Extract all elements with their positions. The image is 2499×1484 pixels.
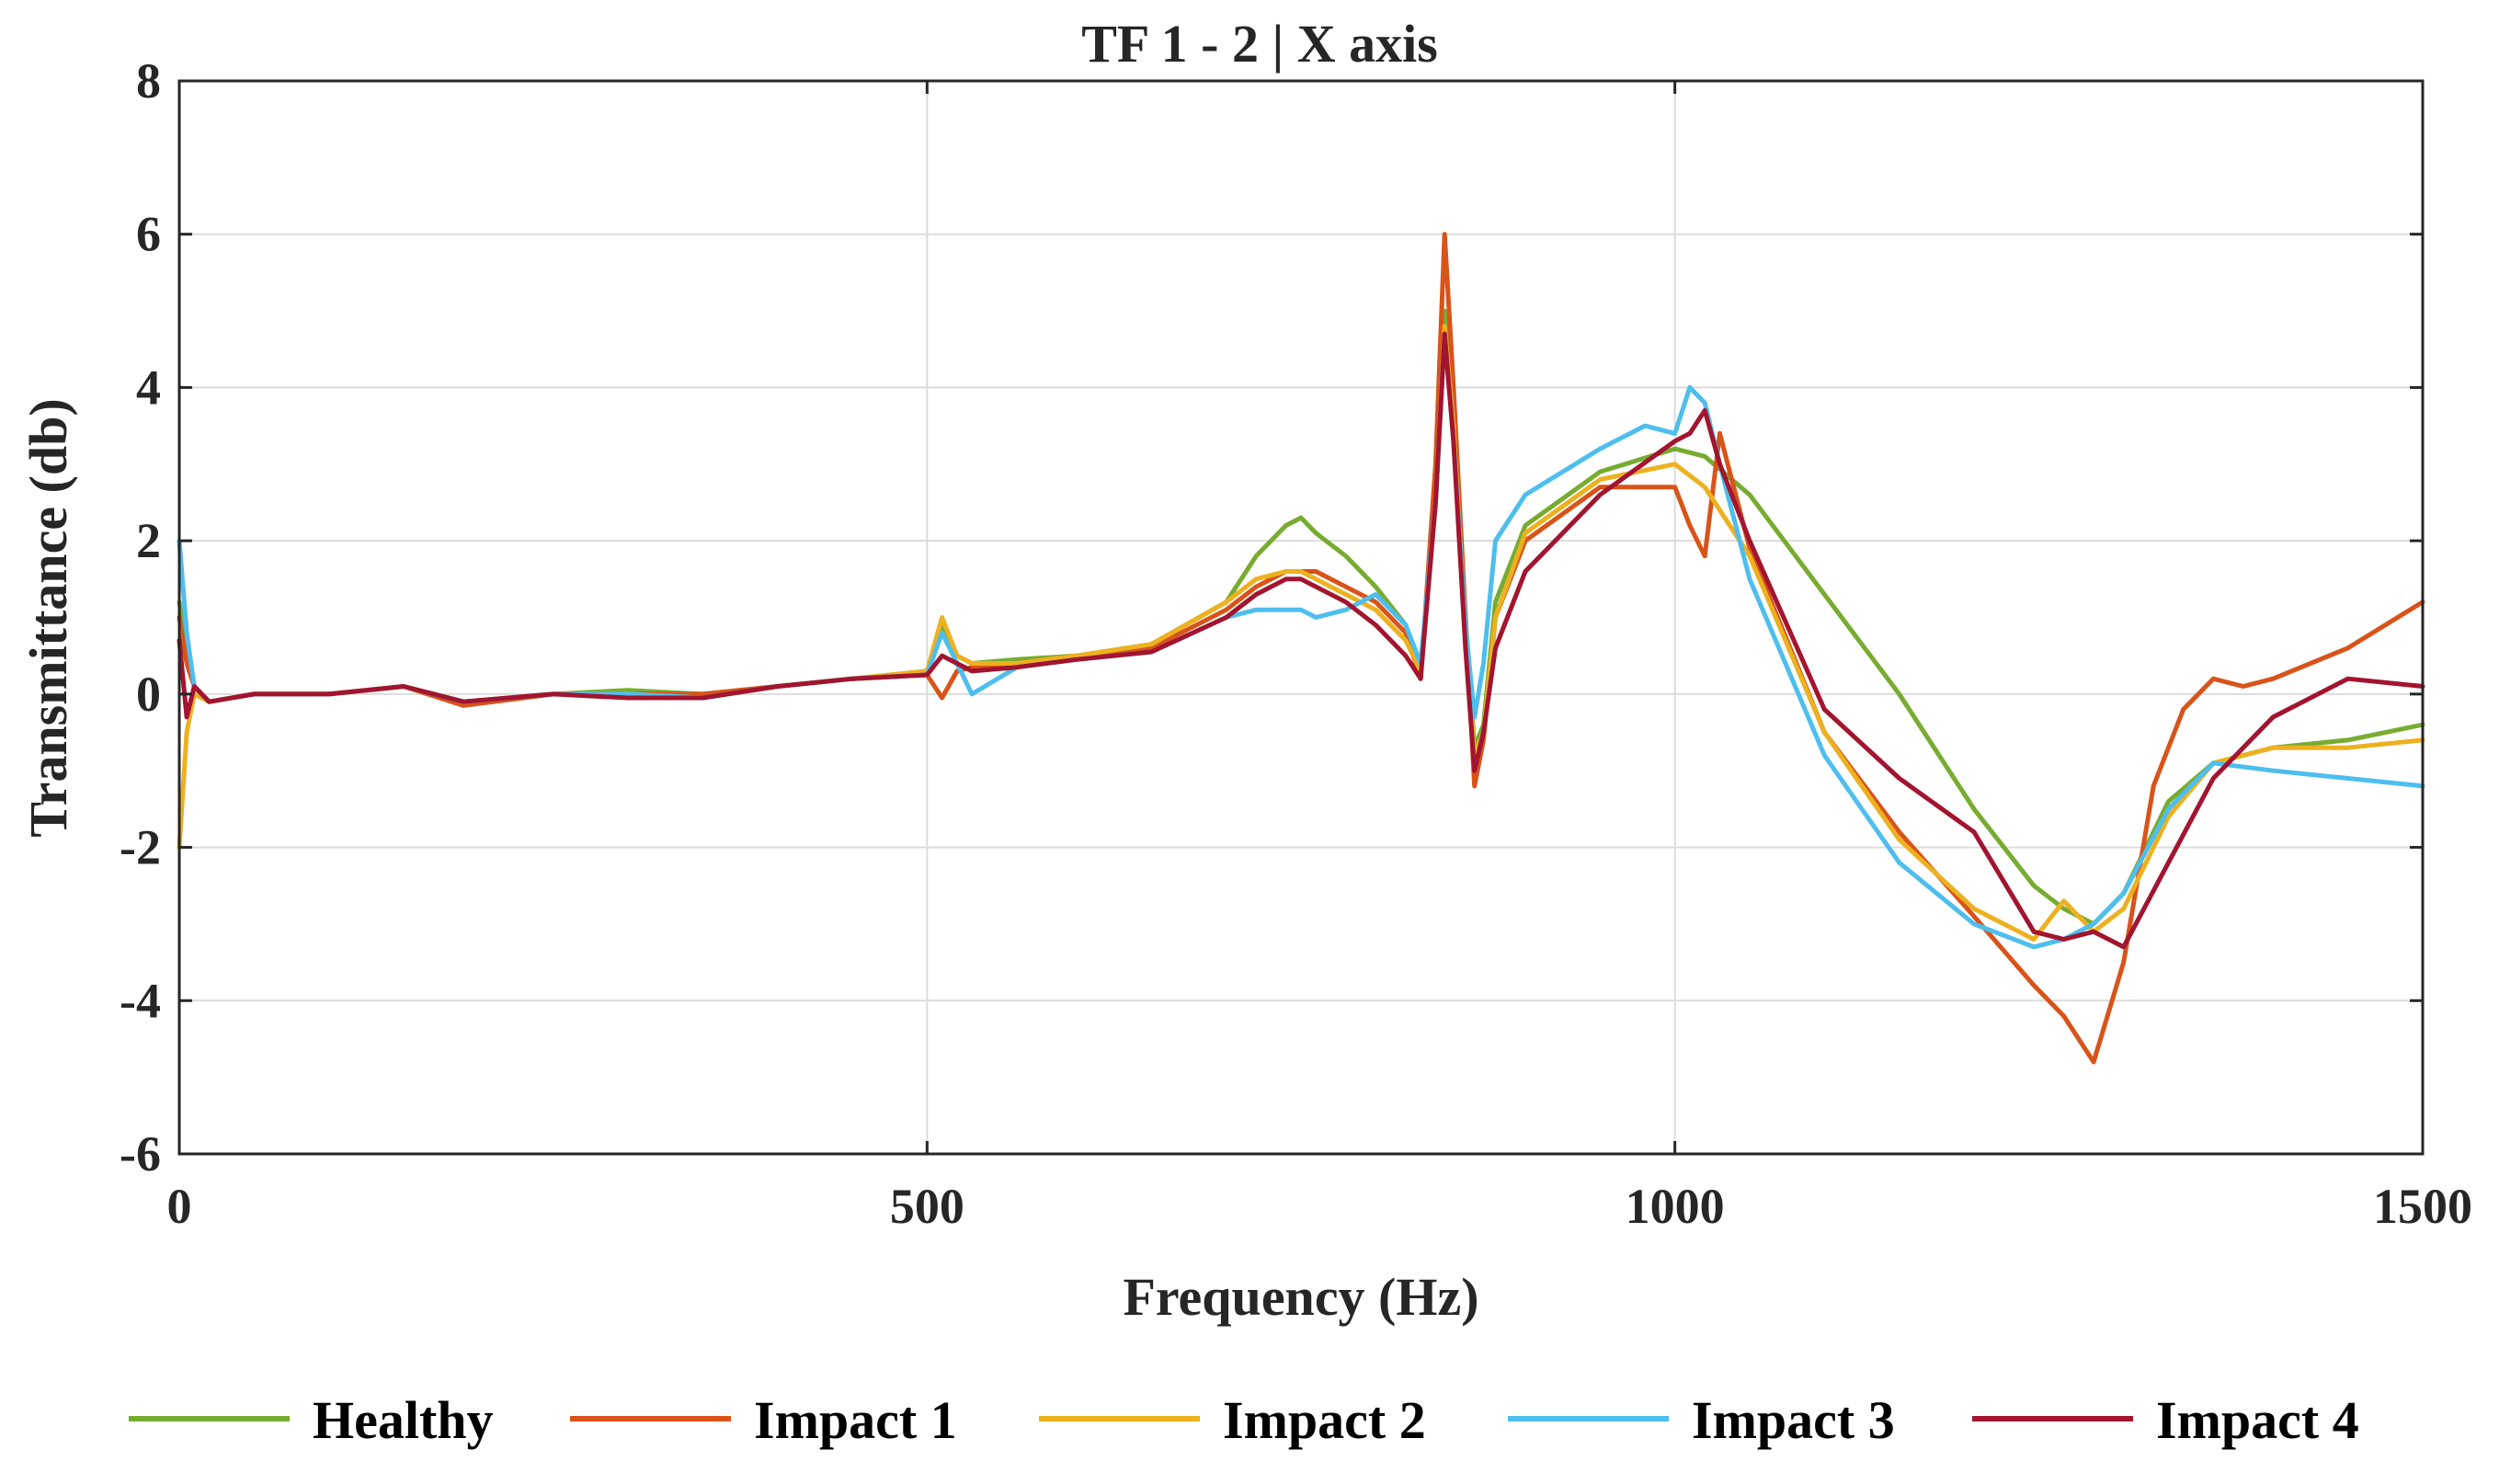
plot-area <box>177 232 2425 1065</box>
series-line-impact-1 <box>177 232 2425 1065</box>
x-tick-label: 1000 <box>1626 1179 1725 1234</box>
series-line-impact-4 <box>177 331 2425 950</box>
chart-title: TF 1 - 2 | X axis <box>1081 14 1438 74</box>
legend-label-healthy: Healthy <box>313 1390 494 1450</box>
legend-label-impact-1: Impact 1 <box>754 1390 957 1450</box>
y-tick-label: -4 <box>120 973 161 1028</box>
legend-label-impact-2: Impact 2 <box>1223 1390 1426 1450</box>
legend-label-impact-4: Impact 4 <box>2156 1390 2359 1450</box>
y-tick-label: -6 <box>120 1126 161 1181</box>
series-line-impact-3 <box>177 331 2425 950</box>
x-axis-label: Frequency (Hz) <box>1123 1267 1478 1327</box>
y-tick-label: 0 <box>136 667 161 722</box>
y-tick-label: 6 <box>136 207 161 262</box>
x-tick-label: 0 <box>167 1179 192 1234</box>
y-tick-label: 2 <box>136 513 161 568</box>
legend: Healthy Impact 1 Impact 2 Impact 3 Impact 4 <box>129 1390 2359 1450</box>
axis-ticks: -6 -4 -2 0 2 4 6 8 0 500 1000 1500 <box>120 53 2472 1234</box>
x-tick-label: 1500 <box>2373 1179 2472 1234</box>
x-tick-label: 500 <box>890 1179 964 1234</box>
y-tick-label: -2 <box>120 820 161 875</box>
series-line-healthy <box>177 308 2425 927</box>
y-axis-label: Transmittance (db) <box>18 398 78 837</box>
legend-label-impact-3: Impact 3 <box>1692 1390 1895 1450</box>
y-tick-label: 4 <box>136 360 161 415</box>
axes-frame <box>177 79 2425 1156</box>
grid-lines <box>179 81 2423 1154</box>
y-tick-label: 8 <box>136 53 161 108</box>
